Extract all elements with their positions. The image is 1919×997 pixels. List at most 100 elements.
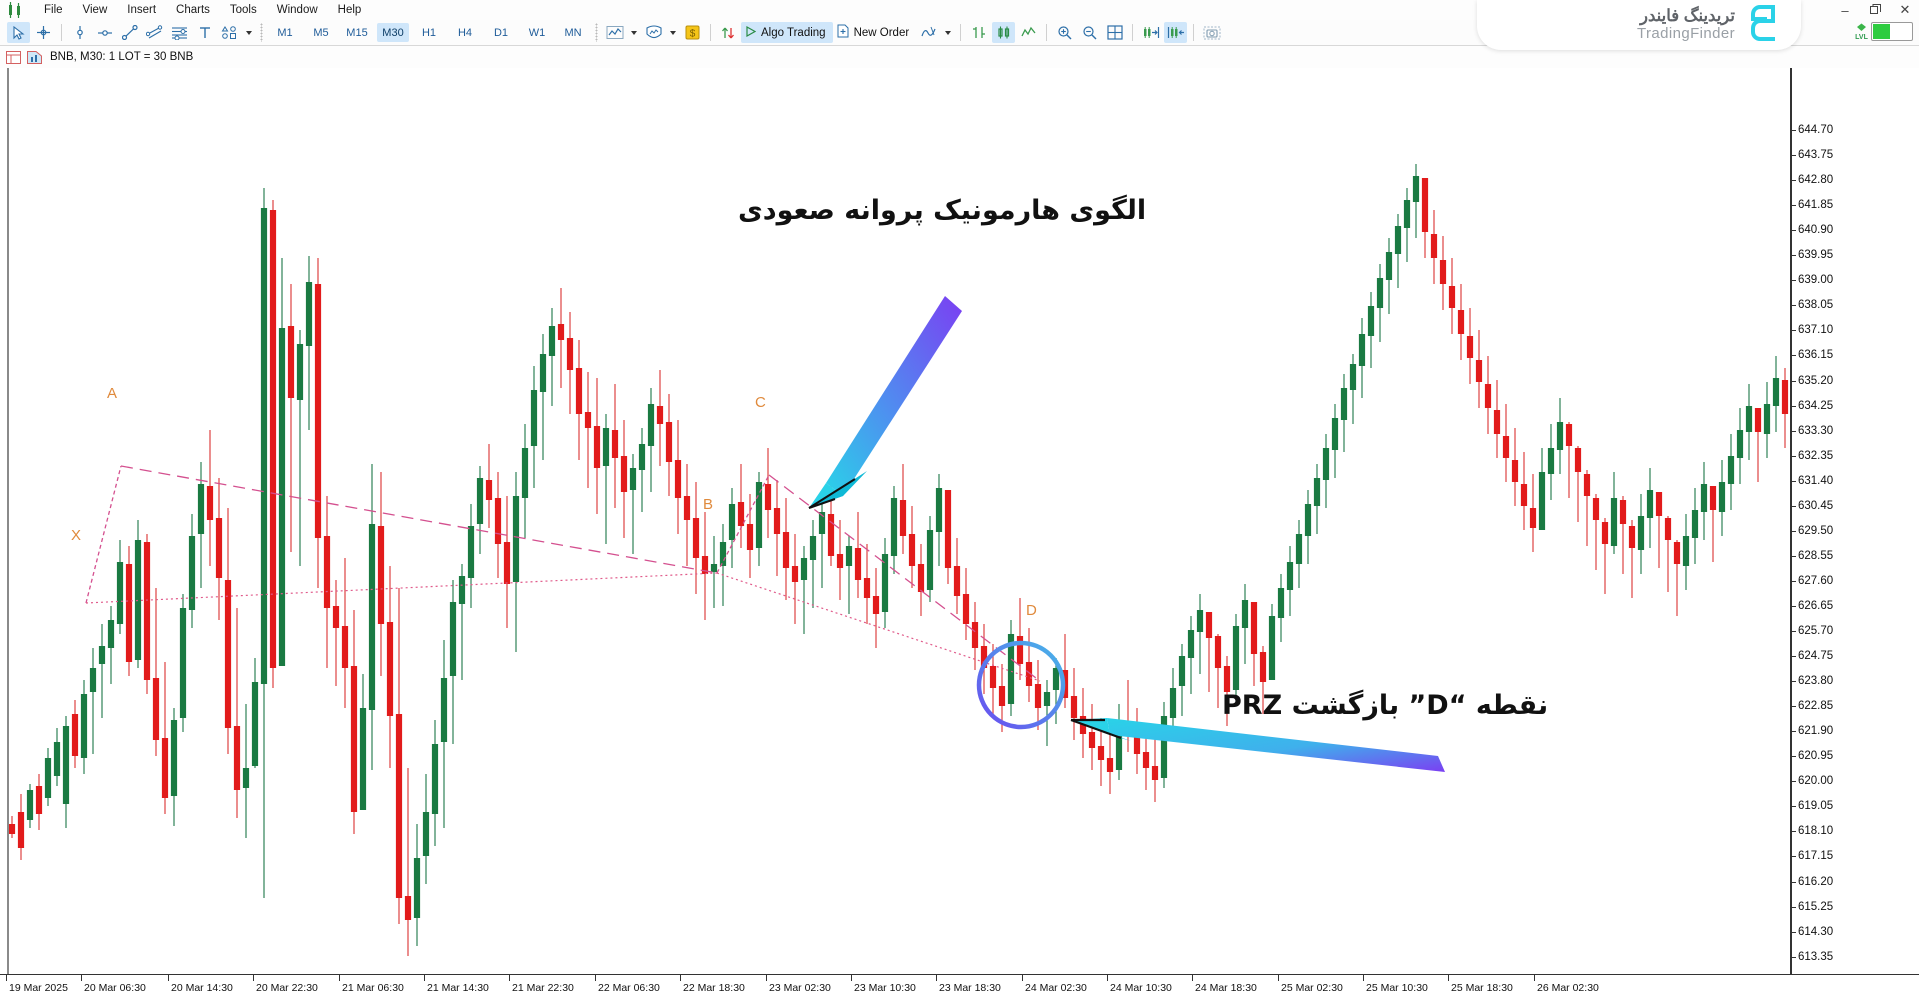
timeframe-h4[interactable]: H4 — [457, 26, 473, 39]
toolbar-grip[interactable] — [260, 23, 263, 42]
timeframe-m30[interactable]: M30 — [377, 23, 409, 42]
vertical-line-tool[interactable] — [68, 22, 91, 43]
candle-body — [1322, 448, 1330, 480]
candle-body — [872, 596, 880, 614]
indicators-caret[interactable] — [670, 30, 676, 35]
candle-body — [467, 526, 475, 578]
candle-body — [863, 578, 871, 598]
timeframe-m15[interactable]: M15 — [346, 26, 368, 39]
menu-item-window[interactable]: Window — [276, 4, 318, 16]
candle-body — [1034, 684, 1042, 708]
cursor-arrow-tool[interactable] — [7, 22, 30, 43]
chart-window-icon[interactable] — [27, 50, 42, 64]
candle-body — [1178, 656, 1186, 686]
price-tick-label: 620.00 — [1798, 775, 1834, 788]
algo-trading-button[interactable]: Algo Trading — [741, 22, 833, 43]
timeframe-w1[interactable]: W1 — [528, 26, 546, 39]
candle-body — [683, 496, 691, 520]
candle-body — [737, 502, 745, 526]
harmonic-point-label-d: D — [1026, 602, 1037, 619]
candlestick-plot[interactable] — [8, 68, 1790, 974]
menu-item-help[interactable]: Help — [337, 4, 362, 16]
time-tick — [6, 975, 7, 981]
market-watch-icon[interactable] — [6, 50, 21, 64]
toolbar-grip-2[interactable] — [595, 23, 598, 42]
channel-tool[interactable] — [143, 22, 166, 43]
candle-body — [1016, 636, 1024, 664]
harmonic-point-label-c: C — [755, 394, 766, 411]
time-tick-label: 26 Mar 02:30 — [1537, 982, 1599, 994]
shapes-tool[interactable] — [218, 22, 241, 43]
harmonic-leg — [120, 465, 718, 574]
menu-item-tools[interactable]: Tools — [229, 4, 257, 16]
candle-body — [1556, 422, 1564, 450]
close-icon[interactable]: ✕ — [1899, 2, 1911, 17]
price-tick — [1790, 631, 1796, 632]
candle-body — [62, 726, 70, 804]
timeframe-mn[interactable]: MN — [564, 26, 582, 39]
price-tick — [1790, 405, 1796, 407]
shift-chart-right-icon[interactable] — [1139, 22, 1162, 43]
price-tick-label: 623.80 — [1798, 675, 1834, 688]
time-tick-label: 21 Mar 06:30 — [342, 982, 404, 994]
price-tick — [1790, 806, 1796, 808]
candle-body — [125, 564, 133, 662]
price-tick — [1790, 180, 1796, 182]
time-tick — [1192, 975, 1193, 981]
candlestick-chart-icon[interactable] — [992, 22, 1016, 43]
timeframe-d1[interactable]: D1 — [493, 26, 509, 39]
chart-type-caret[interactable] — [631, 30, 637, 35]
chart-canvas-area[interactable] — [0, 68, 1919, 974]
battery-icon — [1871, 22, 1913, 41]
screenshot-icon[interactable] — [1200, 22, 1223, 43]
zoom-out-icon[interactable] — [1078, 22, 1101, 43]
new-order-button[interactable]: New Order — [833, 22, 917, 43]
time-tick-label: 22 Mar 06:30 — [598, 982, 660, 994]
candle-body — [26, 790, 34, 820]
timeframe-h1[interactable]: H1 — [421, 26, 437, 39]
menu-item-charts[interactable]: Charts — [176, 4, 210, 16]
price-tick-label: 639.95 — [1798, 249, 1834, 262]
trendline-tool[interactable] — [118, 22, 141, 43]
price-tick — [1790, 555, 1796, 557]
restore-icon[interactable] — [1867, 3, 1883, 18]
candle-body — [674, 460, 682, 498]
candle-body — [557, 324, 565, 340]
candle-body — [1214, 636, 1222, 668]
menu-item-view[interactable]: View — [82, 4, 108, 16]
fibonacci-tool[interactable] — [168, 22, 191, 43]
timeframe-m1[interactable]: M1 — [277, 26, 293, 39]
candle-body — [1349, 364, 1357, 390]
autotrading-signal-icon[interactable] — [917, 22, 940, 43]
time-axis[interactable]: 19 Mar 2025 20 Mar 06:30 20 Mar 14:30 20 Ma… — [0, 974, 1919, 997]
shapes-dropdown-caret[interactable] — [246, 30, 252, 35]
time-tick-label: 22 Mar 18:30 — [683, 982, 745, 994]
price-tick — [1790, 956, 1796, 958]
price-axis[interactable]: 644.70 643.75 642.80 641.85 640.90 639.95 639.… — [1790, 68, 1919, 974]
price-tick-label: 617.15 — [1798, 850, 1834, 863]
menu-item-file[interactable]: File — [44, 4, 63, 16]
line-chart-icon[interactable] — [603, 22, 626, 43]
line-mode-icon[interactable] — [1017, 22, 1040, 43]
timeframe-m5[interactable]: M5 — [313, 26, 329, 39]
time-tick — [168, 975, 169, 981]
zoom-in-icon[interactable] — [1053, 22, 1076, 43]
candle-body — [530, 390, 538, 446]
candle-body — [1655, 492, 1663, 516]
buy-sell-arrows-icon[interactable] — [717, 22, 740, 43]
candle-body — [1565, 424, 1573, 446]
dollar-icon[interactable]: $ — [681, 22, 704, 43]
candle-body — [1097, 746, 1105, 760]
bar-chart-icon[interactable] — [967, 22, 990, 43]
menu-bar: File View Insert Charts Tools Window Hel… — [0, 0, 1919, 20]
crosshair-tool[interactable] — [32, 22, 55, 43]
signal-caret[interactable] — [945, 30, 952, 35]
minimize-icon[interactable]: – — [1841, 2, 1849, 18]
menu-item-insert[interactable]: Insert — [127, 4, 157, 16]
grid-layout-icon[interactable] — [1103, 22, 1126, 43]
indicators-icon[interactable] — [642, 22, 665, 43]
time-tick-label: 23 Mar 18:30 — [939, 982, 1001, 994]
horizontal-line-tool[interactable] — [93, 22, 116, 43]
shift-chart-left-icon[interactable] — [1164, 22, 1188, 43]
text-tool[interactable] — [193, 22, 216, 43]
